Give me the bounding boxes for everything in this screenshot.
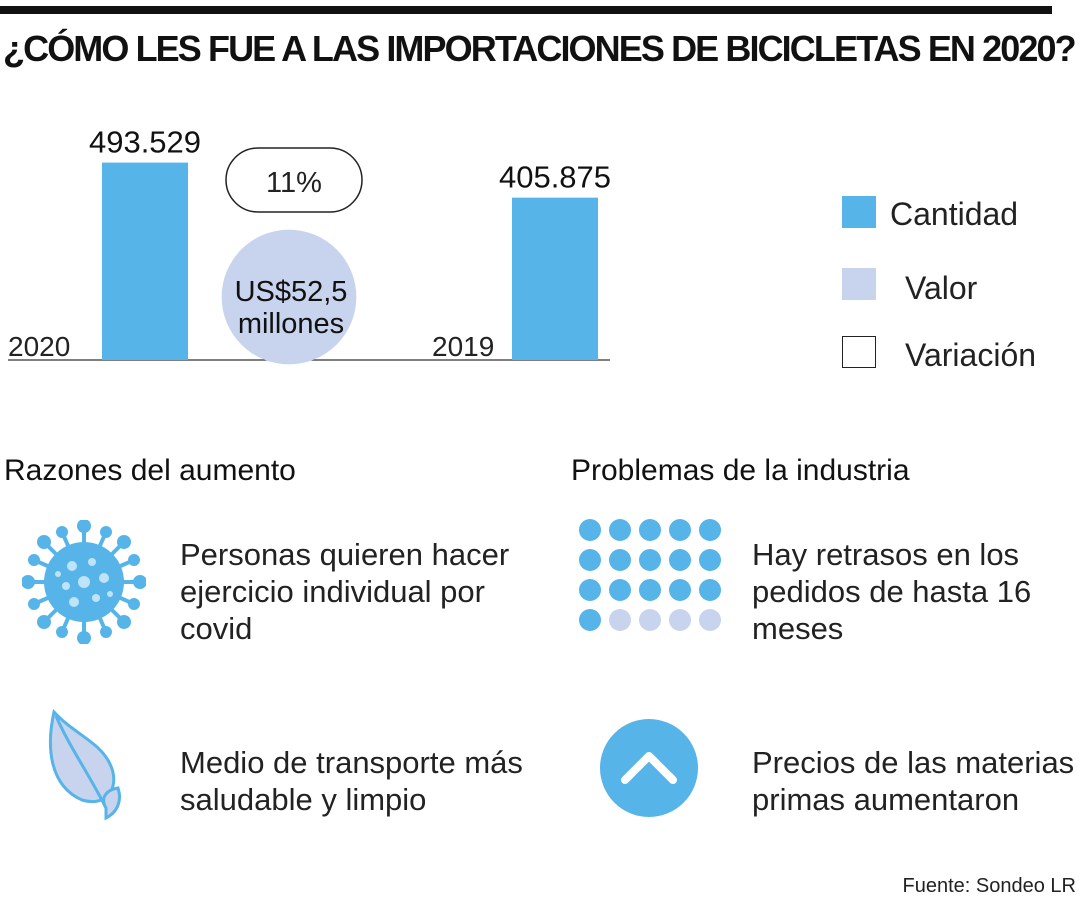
legend-label-variacion: Variación	[905, 337, 1037, 373]
bar-cantidad-2020	[102, 162, 188, 360]
problemas-title: Problemas de la industria	[571, 454, 910, 487]
x-tick-label-2019: 2019	[432, 331, 494, 362]
dot	[609, 549, 631, 571]
bar-value-label-2020: 493.529	[89, 125, 201, 160]
valor-label-line1-2020: US$52,5	[235, 276, 348, 308]
dot	[609, 609, 631, 631]
source-note: Fuente: Sondeo LR	[902, 875, 1076, 897]
dot	[699, 609, 721, 631]
legend-swatch-variacion	[842, 336, 876, 368]
variacion-pill	[225, 147, 363, 213]
legend-swatch-valor	[842, 268, 876, 300]
leaf-icon	[48, 708, 121, 821]
valor-circle-2020	[221, 229, 357, 365]
x-tick-label-2020: 2020	[8, 331, 70, 362]
virus-icon	[22, 520, 146, 644]
razones-title: Razones del aumento	[4, 454, 296, 487]
variacion-label: 11%	[266, 167, 322, 199]
dot	[609, 519, 631, 541]
problema-item-text: Precios de las materias primas aumentaro…	[752, 745, 1075, 817]
dot	[579, 609, 601, 631]
dot	[609, 579, 631, 601]
dot	[699, 519, 721, 541]
dot	[579, 549, 601, 571]
dot-grid-icon	[579, 519, 721, 631]
razon-item-text: Medio de transporte más saludable y limp…	[180, 745, 523, 817]
legend-label-valor: Valor	[905, 270, 978, 306]
valor-label-line2-2020: millones	[238, 308, 344, 340]
chevron-up-icon	[600, 719, 698, 817]
dot	[639, 519, 661, 541]
top-rule	[0, 6, 1052, 14]
bar-chart: 493.5292020US$52,5millones405.8752019US$…	[8, 125, 611, 365]
dot	[639, 579, 661, 601]
bar-value-label-2019: 405.875	[499, 160, 611, 195]
dot	[639, 609, 661, 631]
dot	[579, 579, 601, 601]
dot	[699, 549, 721, 571]
dot	[669, 579, 691, 601]
dot	[699, 579, 721, 601]
dot	[669, 549, 691, 571]
legend-label-cantidad: Cantidad	[890, 196, 1019, 232]
dot	[579, 519, 601, 541]
dot	[669, 519, 691, 541]
dot	[669, 609, 691, 631]
bar-cantidad-2019	[512, 197, 598, 360]
main-title: ¿CÓMO LES FUE A LAS IMPORTACIONES DE BIC…	[3, 28, 1077, 69]
razon-item-text: Personas quieren hacer ejercicio individ…	[180, 537, 510, 646]
legend-swatch-cantidad	[842, 196, 876, 228]
problema-item-text: Hay retrasos en los pedidos de hasta 16 …	[752, 537, 1032, 646]
dot	[639, 549, 661, 571]
